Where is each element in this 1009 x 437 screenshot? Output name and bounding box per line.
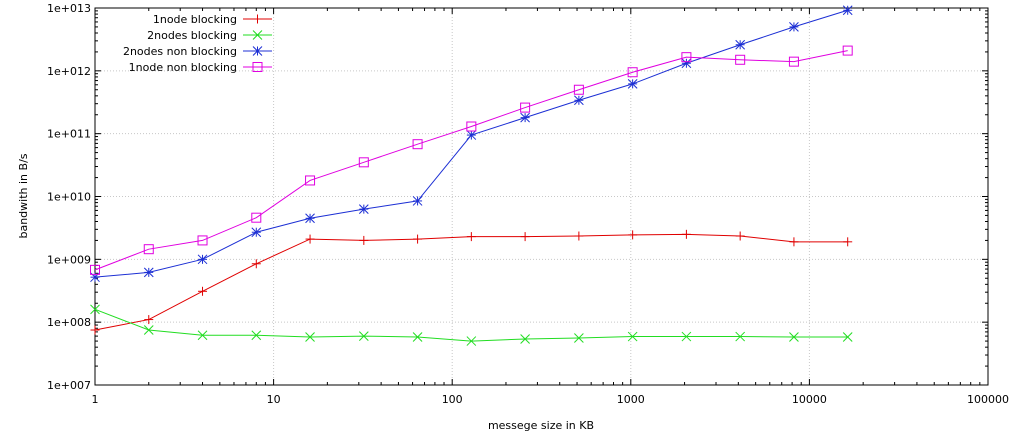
data-point (466, 336, 477, 346)
data-point (412, 332, 423, 342)
data-point (735, 39, 746, 50)
data-point (143, 267, 154, 278)
data-point (143, 244, 154, 255)
y-tick-label: 1e+013 (47, 2, 91, 15)
data-point (789, 22, 799, 32)
data-point (520, 232, 530, 242)
y-tick-label: 1e+007 (47, 379, 91, 392)
x-tick-label: 10000 (792, 393, 827, 406)
series-layer (90, 5, 853, 346)
data-point (520, 112, 530, 123)
data-point (520, 102, 531, 113)
data-point (681, 52, 692, 63)
data-point (628, 230, 638, 240)
data-point (789, 332, 799, 342)
data-point (251, 330, 262, 341)
data-point (627, 331, 638, 342)
legend-swatch-marker (252, 62, 263, 72)
data-point (574, 231, 584, 241)
y-tick-label: 1e+008 (47, 316, 91, 329)
data-point (842, 5, 853, 16)
data-point (90, 304, 100, 315)
data-point (789, 237, 799, 247)
data-point (735, 54, 746, 65)
series-3 (90, 5, 853, 283)
data-point (305, 332, 315, 342)
legend-swatch-marker (252, 46, 263, 56)
y-axis-title: bandwith in B/s (17, 153, 30, 238)
data-point (144, 315, 154, 325)
data-point (359, 235, 369, 245)
legend-label: 2nodes non blocking (123, 45, 237, 58)
data-point (842, 332, 853, 342)
data-point (90, 264, 100, 275)
data-point (90, 325, 100, 335)
y-tick-label: 1e+009 (47, 253, 91, 266)
legend: 1node blocking 2nodes blocking 2nodes non … (123, 13, 272, 74)
x-tick-label: 1000 (617, 393, 645, 406)
legend-entry: 2nodes non blocking (123, 45, 272, 58)
data-point (627, 79, 638, 89)
data-point (412, 196, 423, 206)
data-point (197, 330, 208, 341)
data-point (305, 175, 316, 186)
data-point (358, 157, 369, 168)
data-point (251, 227, 262, 238)
grid-layer (95, 8, 988, 385)
data-point (466, 121, 477, 132)
y-tick-label: 1e+010 (47, 191, 91, 204)
data-point (305, 213, 315, 224)
series-line (94, 50, 848, 271)
legend-label: 2nodes blocking (147, 29, 237, 42)
data-point (627, 67, 638, 78)
x-axis-title: messege size in KB (488, 419, 594, 432)
legend-entry: 2nodes blocking (147, 29, 272, 42)
data-point (197, 235, 208, 246)
data-point (197, 254, 208, 265)
data-point (574, 333, 584, 343)
data-point (842, 45, 853, 56)
data-point (251, 259, 261, 269)
data-point (788, 56, 799, 67)
data-point (573, 84, 584, 95)
series-1 (90, 229, 853, 335)
data-point (681, 331, 692, 342)
legend-label: 1node non blocking (129, 61, 237, 74)
legend-swatch-marker (253, 14, 262, 24)
series-2 (90, 304, 853, 346)
data-point (466, 232, 476, 242)
data-point (143, 325, 154, 335)
data-point (198, 286, 208, 296)
x-tick-label: 100 (442, 393, 463, 406)
data-point (412, 139, 423, 150)
series-line (94, 233, 848, 331)
x-tick-label: 10 (267, 393, 281, 406)
data-point (574, 95, 584, 106)
legend-entry: 1node blocking (153, 13, 272, 26)
data-point (681, 229, 691, 239)
data-point (466, 130, 477, 140)
x-tick-label: 1 (92, 393, 99, 406)
x-tick-label: 100000 (967, 393, 1009, 406)
series-line (94, 308, 848, 342)
y-tick-label: 1e+012 (47, 65, 91, 78)
y-tick-label: 1e+011 (47, 128, 91, 141)
data-point (358, 331, 369, 341)
legend-label: 1node blocking (153, 13, 237, 26)
series-4 (90, 45, 853, 275)
data-point (735, 231, 745, 241)
data-point (251, 212, 262, 223)
legend-swatch-marker (252, 30, 263, 40)
data-point (358, 204, 369, 214)
data-point (413, 234, 423, 244)
legend-entry: 1node non blocking (129, 61, 272, 74)
data-point (305, 234, 315, 244)
data-point (520, 334, 530, 344)
data-point (735, 331, 746, 342)
data-point (843, 237, 853, 247)
data-point (681, 58, 692, 69)
